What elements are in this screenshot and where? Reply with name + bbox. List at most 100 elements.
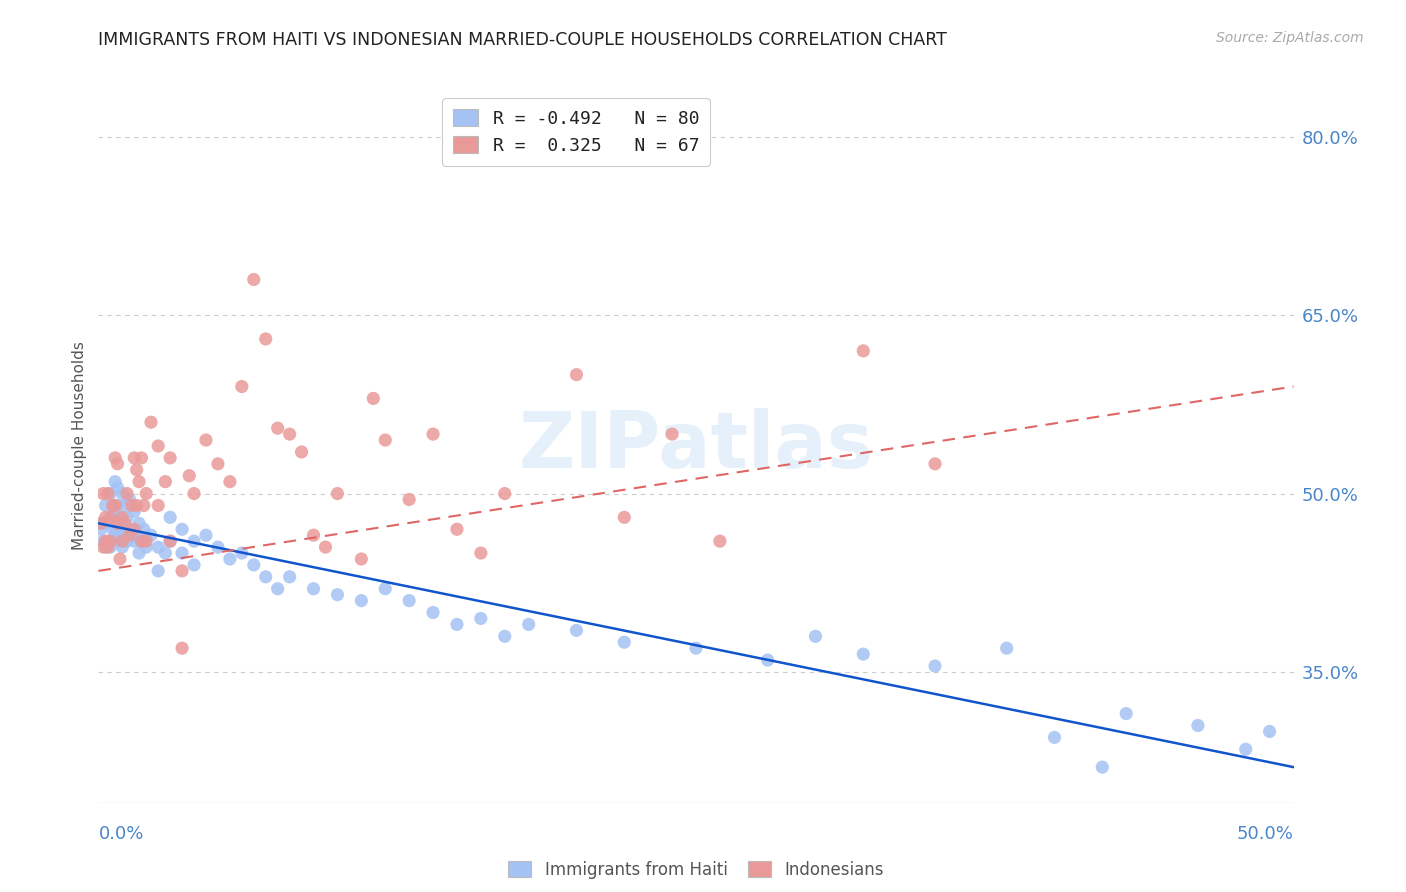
Point <box>124 504 146 518</box>
Point <box>98 540 122 554</box>
Point <box>101 499 124 513</box>
Point <box>422 606 444 620</box>
Point <box>852 343 875 358</box>
Point <box>267 421 290 435</box>
Point <box>98 534 122 549</box>
Point <box>231 379 253 393</box>
Point <box>107 481 129 495</box>
Point <box>326 588 349 602</box>
Point <box>183 486 205 500</box>
Point <box>350 552 373 566</box>
Point <box>302 582 325 596</box>
Point <box>148 564 170 578</box>
Point <box>446 522 468 536</box>
Point <box>97 534 120 549</box>
Point <box>104 450 127 465</box>
Point <box>231 546 253 560</box>
Point <box>124 450 146 465</box>
Point <box>94 534 117 549</box>
Point <box>131 534 153 549</box>
Point <box>194 433 218 447</box>
Point <box>115 486 138 500</box>
Point <box>121 499 143 513</box>
Point <box>135 534 157 549</box>
Point <box>94 510 117 524</box>
Point <box>139 528 162 542</box>
Point <box>125 499 148 513</box>
Point <box>398 492 420 507</box>
Point <box>114 499 136 513</box>
Point <box>1187 718 1209 732</box>
Point <box>155 546 177 560</box>
Point <box>155 475 177 489</box>
Point <box>267 582 290 596</box>
Point <box>107 516 129 531</box>
Text: ZIPatlas: ZIPatlas <box>519 408 873 484</box>
Point <box>278 570 301 584</box>
Point <box>131 450 153 465</box>
Point <box>278 427 301 442</box>
Point <box>132 499 155 513</box>
Point <box>1043 731 1066 745</box>
Point <box>494 486 516 500</box>
Point <box>111 540 134 554</box>
Point <box>91 486 114 500</box>
Point <box>111 516 134 531</box>
Point <box>91 540 114 554</box>
Point <box>159 534 181 549</box>
Point <box>91 516 114 531</box>
Point <box>661 427 683 442</box>
Point <box>131 534 153 549</box>
Point <box>685 641 707 656</box>
Point <box>104 528 127 542</box>
Point <box>90 522 112 536</box>
Point <box>422 427 444 442</box>
Point <box>613 635 636 649</box>
Point <box>183 534 205 549</box>
Y-axis label: Married-couple Households: Married-couple Households <box>72 342 87 550</box>
Point <box>104 510 127 524</box>
Point <box>1115 706 1137 721</box>
Point <box>159 534 181 549</box>
Point <box>98 510 122 524</box>
Point <box>159 450 181 465</box>
Point <box>1234 742 1257 756</box>
Point <box>135 540 157 554</box>
Point <box>101 522 124 536</box>
Point <box>108 510 131 524</box>
Point <box>94 540 117 554</box>
Point <box>98 510 122 524</box>
Point <box>125 463 148 477</box>
Point <box>124 534 146 549</box>
Point <box>398 593 420 607</box>
Point <box>128 475 150 489</box>
Point <box>302 528 325 542</box>
Point <box>446 617 468 632</box>
Point <box>104 499 127 513</box>
Point <box>243 558 266 572</box>
Legend: Immigrants from Haiti, Indonesians: Immigrants from Haiti, Indonesians <box>499 853 893 888</box>
Point <box>374 582 396 596</box>
Point <box>107 457 129 471</box>
Point <box>101 499 124 513</box>
Point <box>179 468 201 483</box>
Point <box>565 368 588 382</box>
Point <box>756 653 779 667</box>
Point <box>104 475 127 489</box>
Point <box>118 492 141 507</box>
Text: 0.0%: 0.0% <box>98 825 143 843</box>
Point <box>924 659 946 673</box>
Point <box>924 457 946 471</box>
Point <box>94 499 117 513</box>
Point <box>291 445 314 459</box>
Point <box>107 522 129 536</box>
Point <box>111 534 134 549</box>
Point <box>1258 724 1281 739</box>
Point <box>1091 760 1114 774</box>
Point <box>98 486 122 500</box>
Point <box>148 439 170 453</box>
Point <box>124 522 146 536</box>
Point <box>183 558 205 572</box>
Point <box>254 570 277 584</box>
Point <box>114 522 136 536</box>
